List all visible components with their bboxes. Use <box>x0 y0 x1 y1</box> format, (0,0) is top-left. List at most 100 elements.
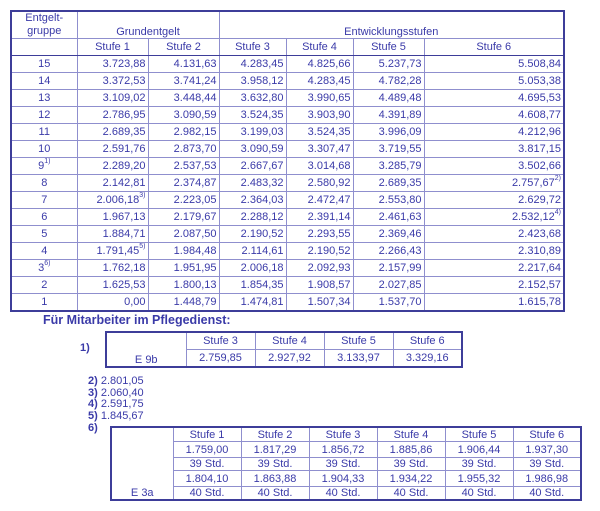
footnote-value: 2.591,75 <box>100 398 144 411</box>
entgeltgruppe-cell: 5 <box>10 225 78 243</box>
header-group-row: Entgelt- gruppe Grundentgelt Entwicklung… <box>10 10 565 39</box>
pay-value-cell: 2.472,47 <box>285 191 354 209</box>
e9b-value-cell: 3.329,16 <box>392 349 463 368</box>
e3a-value-cell: 1.804,10 <box>172 470 242 487</box>
e9b-value-cell: 3.133,97 <box>323 349 394 368</box>
footnote-1-label: 1) <box>80 342 90 354</box>
e9b-row-label: E 9b <box>105 331 187 368</box>
pay-value-cell: 2.374,87 <box>147 174 220 192</box>
pay-value-cell: 3.524,35 <box>285 123 354 141</box>
entgeltgruppe-cell: 6 <box>10 208 78 226</box>
stufe-6-header: Stufe 6 <box>423 38 565 56</box>
pay-value-cell: 2.537,53 <box>147 157 220 175</box>
e9b-table: E 9b Stufe 3 Stufe 4 Stufe 5 Stufe 6 2.7… <box>105 331 463 368</box>
e3a-stufe-4-header: Stufe 4 <box>376 426 446 442</box>
pay-value-cell: 2.483,32 <box>218 174 287 192</box>
pay-value-cell: 2.423,68 <box>423 225 565 243</box>
footnote-item: 4) 2.591,75 <box>88 399 144 411</box>
pay-value-cell: 2.190,52 <box>285 242 354 260</box>
pay-value-cell: 2.223,05 <box>147 191 220 209</box>
pay-scale-row: 2 1.625,53 1.800,13 1.854,35 1.908,57 2.027,8… <box>10 276 565 294</box>
e3a-row: 39 Std. 39 Std. 39 Std. 39 Std. 39 Std. 39 St… <box>111 457 582 471</box>
pay-value-cell: 2.689,35 <box>352 174 425 192</box>
pay-scale-row: 13 3.109,02 3.448,44 3.632,80 3.990,65 4.489,… <box>10 89 565 107</box>
pay-value-cell: 1.537,70 <box>352 293 425 312</box>
pay-scale-row: 5 1.884,71 2.087,50 2.190,52 2.293,55 2.369,4… <box>10 225 565 243</box>
pay-value-cell: 4.782,28 <box>352 72 425 90</box>
pay-value-cell: 4.391,89 <box>352 106 425 124</box>
entgeltgruppe-cell: 8 <box>10 174 78 192</box>
e3a-stufe-3-header: Stufe 3 <box>308 426 378 442</box>
e9b-stufe-6-header: Stufe 6 <box>392 331 463 350</box>
e3a-stufe-5-header: Stufe 5 <box>444 426 514 442</box>
e3a-value-cell: 1.885,86 <box>376 441 446 458</box>
pay-value-cell: 4.695,53 <box>423 89 565 107</box>
e3a-value-cell: 1.955,32 <box>444 470 514 487</box>
pay-value-cell: 1.762,18 <box>76 259 149 277</box>
pay-value-cell: 3.741,24 <box>147 72 220 90</box>
pay-scale-row: 4 1.791,455) 1.984,48 2.114,61 2.190,52 2.266… <box>10 242 565 260</box>
e9b-header-row: E 9b Stufe 3 Stufe 4 Stufe 5 Stufe 6 <box>105 331 463 368</box>
entgeltgruppe-cell: 11 <box>10 123 78 141</box>
pay-value-cell: 3.307,47 <box>285 140 354 158</box>
pay-value-cell: 1.474,81 <box>218 293 287 312</box>
e3a-row: 1.804,10 1.863,88 1.904,33 1.934,22 1.955,32… <box>111 470 582 487</box>
e9b-table-body: E 9b Stufe 3 Stufe 4 Stufe 5 Stufe 6 2.7… <box>105 331 463 368</box>
pay-value-cell: 3.719,55 <box>352 140 425 158</box>
footnote-label: 2) <box>88 375 98 387</box>
entgeltgruppe-cell: 10 <box>10 140 78 158</box>
e3a-hours-cell: 40 Std. <box>240 486 310 501</box>
pay-scale-row: 1 0,00 1.448,79 1.474,81 1.507,34 1.537,70 1.6… <box>10 293 565 312</box>
stufe-2-header: Stufe 2 <box>147 38 220 56</box>
footnote-label: 3) <box>88 386 98 399</box>
e9b-stufe-4-header: Stufe 4 <box>254 331 325 350</box>
pay-value-cell: 2.461,63 <box>352 208 425 226</box>
e3a-header-row: E 3a Stufe 1 Stufe 2 Stufe 3 Stufe 4 Stu… <box>110 426 582 501</box>
entgeltgruppe-cell: 36) <box>10 259 78 277</box>
pay-value-cell: 2.364,03 <box>218 191 287 209</box>
pay-value-cell: 3.903,90 <box>285 106 354 124</box>
pay-value-cell: 3.109,02 <box>76 89 149 107</box>
pay-value-cell: 1.625,53 <box>76 276 149 294</box>
pay-value-cell: 2.152,57 <box>423 276 565 294</box>
pay-value-cell: 2.757,672) <box>423 174 565 192</box>
pay-scale-row: 6 1.967,13 2.179,67 2.288,12 2.391,14 2.461,6… <box>10 208 565 226</box>
e3a-table: E 3a Stufe 1 Stufe 2 Stufe 3 Stufe 4 Stu… <box>110 426 582 501</box>
pay-value-cell: 2.217,64 <box>423 259 565 277</box>
e9b-values-row: 2.759,85 2.927,92 3.133,97 3.329,16 <box>106 349 463 368</box>
e3a-hours-cell: 40 Std. <box>512 486 582 501</box>
pay-value-cell: 1.615,78 <box>423 293 565 312</box>
pay-value-cell: 4.283,45 <box>285 72 354 90</box>
pay-scale-row: 7 2.006,183) 2.223,05 2.364,03 2.472,47 2.553… <box>10 191 565 209</box>
entgeltgruppe-cell: 1 <box>10 293 78 312</box>
e3a-hours-cell: 39 Std. <box>308 457 378 471</box>
entgeltgruppe-cell: 14 <box>10 72 78 90</box>
entgeltgruppe-cell: 4 <box>10 242 78 260</box>
e3a-hours-cell: 39 Std. <box>512 457 582 471</box>
e3a-hours-cell: 40 Std. <box>308 486 378 501</box>
pay-value-cell: 2.087,50 <box>147 225 220 243</box>
pay-value-cell: 4.283,45 <box>218 55 287 73</box>
pay-value-cell: 2.142,81 <box>76 174 149 192</box>
pay-value-cell: 5.508,84 <box>423 55 565 73</box>
pay-value-cell: 2.006,183) <box>76 191 149 209</box>
pay-value-cell: 4.131,63 <box>147 55 220 73</box>
pay-value-cell: 1.884,71 <box>76 225 149 243</box>
pay-value-cell: 1.800,13 <box>147 276 220 294</box>
entgeltgruppe-cell: 13 <box>10 89 78 107</box>
pay-value-cell: 3.448,44 <box>147 89 220 107</box>
footnote-value: 2.060,40 <box>100 386 144 399</box>
e3a-hours-cell: 39 Std. <box>240 457 310 471</box>
e3a-stufe-6-header: Stufe 6 <box>512 426 582 442</box>
entgeltgruppe-cell: 15 <box>10 55 78 73</box>
e3a-value-cell: 1.817,29 <box>240 441 310 458</box>
pay-value-cell: 2.873,70 <box>147 140 220 158</box>
pay-value-cell: 2.190,52 <box>218 225 287 243</box>
e3a-row: 1.759,00 1.817,29 1.856,72 1.885,86 1.906,44… <box>111 441 582 458</box>
entgeltgruppe-cell: 7 <box>10 191 78 209</box>
pay-scale-table: Entgelt- gruppe Grundentgelt Entwicklung… <box>10 10 565 312</box>
e3a-value-cell: 1.856,72 <box>308 441 378 458</box>
e3a-hours-cell: 39 Std. <box>376 457 446 471</box>
pay-value-cell: 1.854,35 <box>218 276 287 294</box>
